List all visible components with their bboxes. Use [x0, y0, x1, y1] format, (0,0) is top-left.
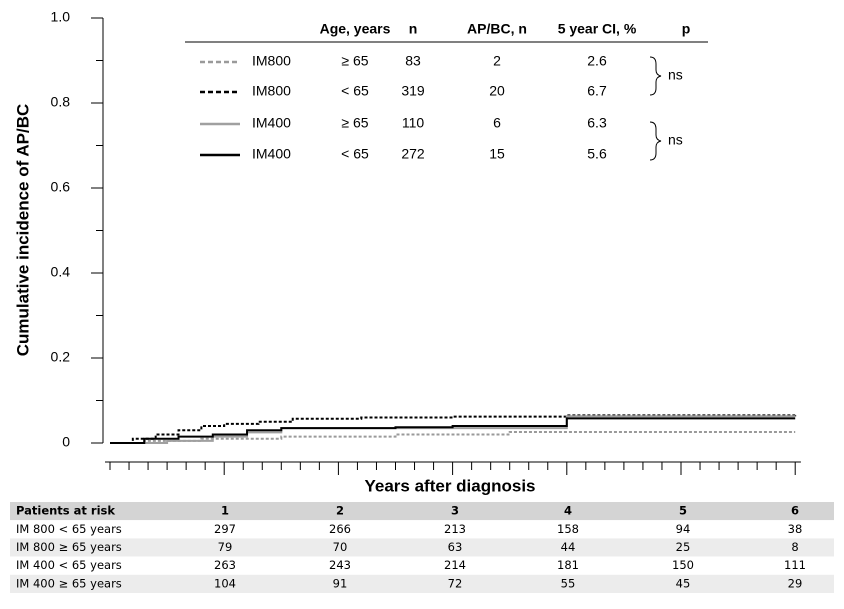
legend-label: IM800	[252, 83, 291, 99]
legend-cell: ≥ 65	[341, 53, 368, 69]
table-row-bg	[10, 556, 834, 575]
table-cell: 72	[448, 576, 463, 590]
legend-label: IM400	[252, 146, 291, 162]
table-cell: 63	[448, 540, 463, 554]
table-cell: 79	[218, 540, 233, 554]
table-header: 2	[336, 504, 344, 518]
legend-cell: 15	[489, 146, 505, 162]
table-cell: 29	[788, 576, 803, 590]
table-cell: 263	[214, 558, 236, 572]
y-axis-title: Cumulative incidence of AP/BC	[13, 104, 32, 357]
table-cell: 181	[557, 558, 579, 572]
table-cell: 45	[676, 576, 691, 590]
table-cell: 150	[672, 558, 694, 572]
legend-cell: 83	[405, 53, 421, 69]
brace	[649, 56, 662, 96]
table-cell: 266	[329, 522, 351, 536]
table-cell: IM 400 < 65 years	[16, 558, 122, 572]
legend-cell: < 65	[341, 83, 369, 99]
legend-cell: 110	[402, 115, 425, 131]
curve	[110, 415, 796, 444]
table-cell: 94	[676, 522, 691, 536]
y-tick-label: 0.6	[51, 179, 71, 195]
legend-header: 5 year CI, %	[558, 21, 637, 37]
table-header: Patients at risk	[16, 504, 115, 518]
brace	[649, 121, 662, 161]
legend-cell: ≥ 65	[341, 115, 368, 131]
p-value: ns	[668, 67, 683, 83]
legend-cell: < 65	[341, 146, 369, 162]
legend-cell: 6	[493, 115, 501, 131]
y-tick-label: 0.4	[51, 264, 71, 280]
table-cell: 55	[561, 576, 576, 590]
table-cell: 38	[788, 522, 803, 536]
table-row-bg	[10, 502, 834, 521]
table-header: 3	[451, 504, 459, 518]
table-cell: 214	[444, 558, 466, 572]
legend-cell: 20	[489, 83, 505, 99]
table-cell: 44	[561, 540, 576, 554]
curve	[110, 414, 797, 444]
table-cell: 70	[333, 540, 348, 554]
legend-cell: 2.6	[587, 53, 607, 69]
table-cell: 213	[444, 522, 466, 536]
curve	[110, 417, 796, 444]
table-cell: 111	[784, 558, 806, 572]
table-row-bg	[10, 574, 834, 593]
y-tick-label: 1.0	[51, 9, 71, 25]
legend-label: IM800	[252, 53, 291, 69]
legend-label: IM400	[252, 115, 291, 131]
table-cell: 158	[557, 522, 579, 536]
legend-cell: 272	[401, 146, 425, 162]
legend-header: AP/BC, n	[467, 21, 527, 37]
p-value: ns	[668, 132, 683, 148]
table-header: 1	[221, 504, 229, 518]
y-tick-label: 0.8	[51, 94, 71, 110]
table-cell: 25	[676, 540, 691, 554]
legend-cell: 5.6	[587, 146, 607, 162]
legend-header: n	[409, 21, 418, 37]
table-cell: 104	[214, 576, 236, 590]
legend-header: Age, years	[320, 21, 391, 37]
x-axis-title: Years after diagnosis	[364, 476, 535, 495]
table-row-bg	[10, 520, 834, 539]
table-cell: 243	[329, 558, 351, 572]
table-cell: IM 400 ≥ 65 years	[16, 576, 122, 590]
y-tick-label: 0.2	[51, 349, 71, 365]
table-cell: IM 800 < 65 years	[16, 522, 122, 536]
table-header: 6	[791, 504, 799, 518]
table-header: 4	[564, 504, 572, 518]
table-header: 5	[679, 504, 687, 518]
legend-cell: 319	[401, 83, 425, 99]
table-cell: 297	[214, 522, 236, 536]
table-cell: 8	[791, 540, 798, 554]
legend-cell: 6.3	[587, 115, 607, 131]
legend-cell: 2	[493, 53, 501, 69]
legend-header: p	[682, 21, 691, 37]
table-cell: 91	[333, 576, 348, 590]
y-tick-label: 0	[62, 434, 70, 450]
legend-cell: 6.7	[587, 83, 607, 99]
table-cell: IM 800 ≥ 65 years	[16, 540, 122, 554]
table-row-bg	[10, 538, 834, 557]
